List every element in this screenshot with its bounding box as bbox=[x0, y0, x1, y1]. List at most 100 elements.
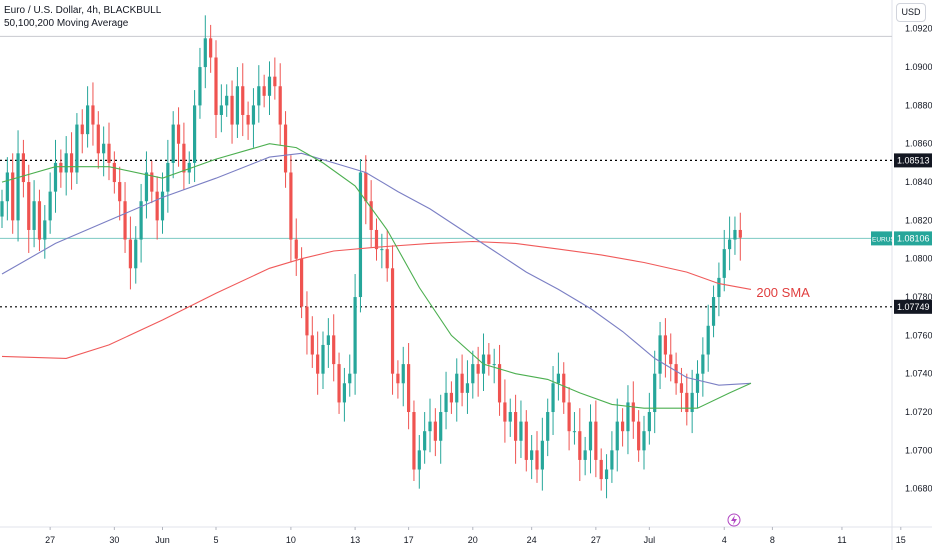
candle bbox=[283, 111, 288, 188]
candle bbox=[722, 229, 726, 292]
candle bbox=[16, 130, 20, 242]
x-tick-label: Jul bbox=[644, 535, 656, 545]
indicator-label[interactable]: 50,100,200 Moving Average bbox=[4, 18, 129, 29]
y-tick-label: 1.08800 bbox=[905, 100, 932, 110]
candle-body bbox=[524, 421, 528, 460]
candle bbox=[5, 157, 9, 221]
candle bbox=[685, 373, 689, 426]
candle-body bbox=[289, 172, 293, 240]
candle-body bbox=[348, 373, 352, 384]
candle-body bbox=[112, 162, 116, 183]
candle-body bbox=[209, 38, 213, 58]
candle-body bbox=[21, 153, 25, 183]
replay-icon[interactable] bbox=[727, 513, 741, 527]
candle-body bbox=[225, 95, 229, 106]
candle bbox=[241, 63, 245, 137]
candle-body bbox=[604, 469, 609, 480]
candle-body bbox=[353, 297, 357, 374]
x-tick-label: 15 bbox=[896, 535, 906, 545]
candle-body bbox=[278, 86, 282, 125]
candle bbox=[364, 155, 368, 225]
candle bbox=[187, 151, 191, 184]
candle bbox=[348, 354, 352, 397]
candle bbox=[64, 136, 68, 196]
candle-body bbox=[241, 86, 245, 115]
x-tick-label: 4 bbox=[722, 535, 727, 545]
symbol-tag bbox=[871, 231, 892, 246]
candle-body bbox=[166, 162, 170, 192]
y-tick-label: 1.09200 bbox=[905, 24, 932, 34]
candle-body bbox=[214, 57, 218, 115]
candle-body bbox=[738, 229, 742, 238]
y-tick-label: 1.07000 bbox=[905, 445, 932, 455]
candle bbox=[150, 160, 154, 204]
last-price-tag bbox=[894, 231, 932, 246]
candle-body bbox=[11, 172, 15, 221]
candle bbox=[514, 394, 518, 464]
candle-body bbox=[310, 335, 314, 355]
candle-body bbox=[262, 86, 266, 96]
candle-body bbox=[578, 431, 582, 460]
candle-body bbox=[342, 383, 346, 403]
candle bbox=[690, 369, 694, 434]
candle bbox=[118, 166, 122, 221]
candle bbox=[380, 233, 384, 269]
candle bbox=[594, 400, 598, 478]
candle bbox=[695, 360, 700, 409]
candle bbox=[91, 82, 95, 146]
candle-body bbox=[444, 392, 448, 413]
candle-body bbox=[0, 201, 4, 217]
candle-body bbox=[653, 373, 657, 413]
candle bbox=[621, 408, 625, 447]
candle-body bbox=[540, 440, 544, 470]
x-tick-label: 17 bbox=[404, 535, 414, 545]
candle-body bbox=[487, 354, 491, 365]
candle-body bbox=[364, 172, 368, 202]
candle bbox=[107, 122, 111, 181]
candle bbox=[503, 379, 507, 443]
candle-body bbox=[546, 412, 550, 441]
candle-body bbox=[96, 124, 100, 154]
candle bbox=[508, 398, 512, 437]
candle-body bbox=[203, 38, 207, 68]
candle bbox=[353, 274, 357, 395]
x-tick-label: 10 bbox=[286, 535, 296, 545]
candle-body bbox=[433, 421, 437, 441]
candle-body bbox=[380, 249, 384, 251]
candle bbox=[32, 180, 36, 248]
candle bbox=[524, 410, 528, 472]
candle bbox=[289, 155, 293, 263]
candle-body bbox=[412, 412, 416, 470]
candle bbox=[316, 331, 320, 395]
candle-body bbox=[32, 201, 36, 230]
candle-body bbox=[631, 402, 635, 422]
candle bbox=[102, 126, 106, 177]
candle-body bbox=[492, 364, 496, 366]
x-tick-label: 24 bbox=[527, 535, 537, 545]
candle-body bbox=[332, 335, 336, 365]
currency-button[interactable]: USD bbox=[896, 3, 926, 22]
candle-body bbox=[567, 402, 571, 432]
candle-body bbox=[155, 191, 159, 221]
candle bbox=[37, 189, 42, 252]
candle-body bbox=[48, 191, 52, 221]
candle-body bbox=[150, 172, 154, 192]
candle bbox=[358, 159, 363, 313]
candle-body bbox=[316, 354, 320, 374]
candle-body bbox=[219, 105, 223, 115]
candle bbox=[251, 88, 256, 148]
candle bbox=[583, 436, 587, 476]
candle bbox=[615, 398, 619, 472]
candle bbox=[176, 107, 181, 167]
candle bbox=[599, 448, 603, 491]
candle-body bbox=[321, 344, 325, 374]
candle bbox=[492, 348, 496, 384]
candle bbox=[219, 84, 223, 133]
candle-body bbox=[572, 431, 577, 433]
candle bbox=[658, 321, 662, 390]
candle-body bbox=[733, 229, 737, 240]
candle bbox=[385, 229, 389, 282]
candle-body bbox=[690, 392, 694, 413]
y-tick-label: 1.07200 bbox=[905, 407, 932, 417]
